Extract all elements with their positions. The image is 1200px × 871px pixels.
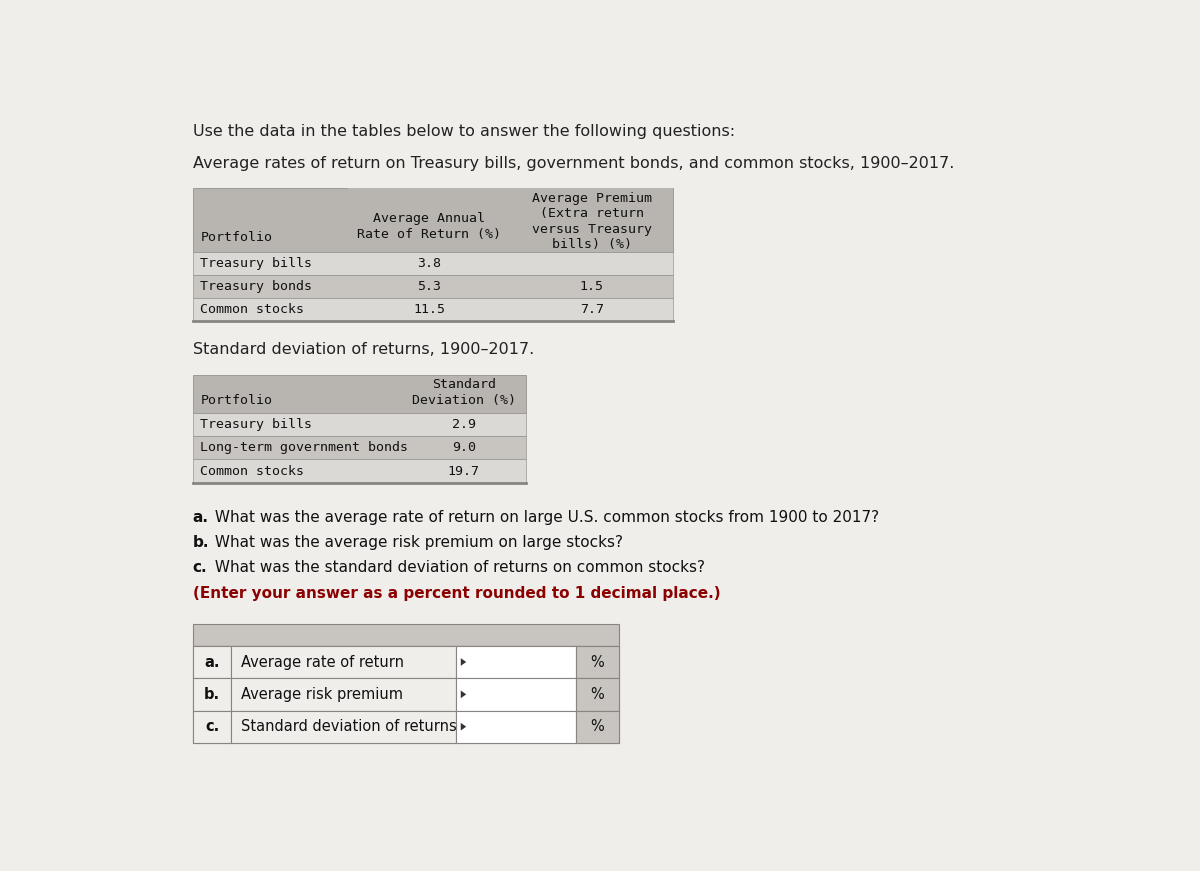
Text: Portfolio: Portfolio [200,231,272,244]
Bar [193,414,526,436]
Bar [456,679,576,711]
Text: 1.5: 1.5 [580,280,604,293]
Text: What was the average rate of return on large U.S. common stocks from 1900 to 201: What was the average rate of return on l… [210,510,878,524]
Text: What was the standard deviation of returns on common stocks?: What was the standard deviation of retur… [210,560,704,576]
Text: b.: b. [193,535,209,550]
Bar [193,298,673,321]
Polygon shape [461,723,466,731]
Bar [193,679,619,711]
Text: 2.9: 2.9 [452,418,476,431]
Text: Common stocks: Common stocks [200,464,305,477]
Text: 3.8: 3.8 [418,257,442,270]
Bar [193,645,619,679]
Bar [456,645,576,679]
Text: Standard deviation of returns: Standard deviation of returns [241,719,456,734]
Bar [193,711,232,743]
Text: (Enter your answer as a percent rounded to 1 decimal place.): (Enter your answer as a percent rounded … [193,586,720,601]
Bar [193,252,673,274]
Bar [232,679,456,711]
Text: 9.0: 9.0 [452,442,476,455]
Text: %: % [590,719,605,734]
Text: Treasury bonds: Treasury bonds [200,280,312,293]
Bar [348,188,510,252]
Bar [193,375,526,414]
Bar [193,625,619,645]
Bar [193,436,526,460]
Bar [193,679,232,711]
Text: Average Premium
(Extra return
versus Treasury
bills) (%): Average Premium (Extra return versus Tre… [532,192,652,251]
Bar [193,711,619,743]
Bar [232,711,456,743]
Text: b.: b. [204,687,220,702]
Text: a.: a. [193,510,209,524]
Text: Treasury bills: Treasury bills [200,257,312,270]
Text: c.: c. [205,719,220,734]
Polygon shape [461,691,466,699]
Polygon shape [461,658,466,665]
Text: Average Annual
Rate of Return (%): Average Annual Rate of Return (%) [358,212,502,241]
Text: c.: c. [193,560,208,576]
Text: Common stocks: Common stocks [200,303,305,316]
Text: 19.7: 19.7 [448,464,480,477]
Bar [232,645,456,679]
Text: Average rate of return: Average rate of return [241,654,403,670]
Text: 7.7: 7.7 [580,303,604,316]
Text: Average risk premium: Average risk premium [241,687,403,702]
Text: a.: a. [204,654,220,670]
Text: Portfolio: Portfolio [200,395,272,407]
Bar [576,679,619,711]
Text: Long-term government bonds: Long-term government bonds [200,442,408,455]
Text: 11.5: 11.5 [413,303,445,316]
Bar [456,711,576,743]
Text: What was the average risk premium on large stocks?: What was the average risk premium on lar… [210,535,623,550]
Text: %: % [590,687,605,702]
Text: %: % [590,654,605,670]
Bar [193,460,526,483]
Text: Treasury bills: Treasury bills [200,418,312,431]
Text: Standard deviation of returns, 1900–2017.: Standard deviation of returns, 1900–2017… [193,342,534,357]
Text: 5.3: 5.3 [418,280,442,293]
Bar [193,645,232,679]
Bar [193,274,673,298]
Text: Standard
Deviation (%): Standard Deviation (%) [412,378,516,408]
Bar [193,188,673,252]
Bar [576,711,619,743]
Bar [510,188,673,252]
Bar [576,645,619,679]
Text: Use the data in the tables below to answer the following questions:: Use the data in the tables below to answ… [193,124,734,138]
Text: Average rates of return on Treasury bills, government bonds, and common stocks, : Average rates of return on Treasury bill… [193,156,954,171]
